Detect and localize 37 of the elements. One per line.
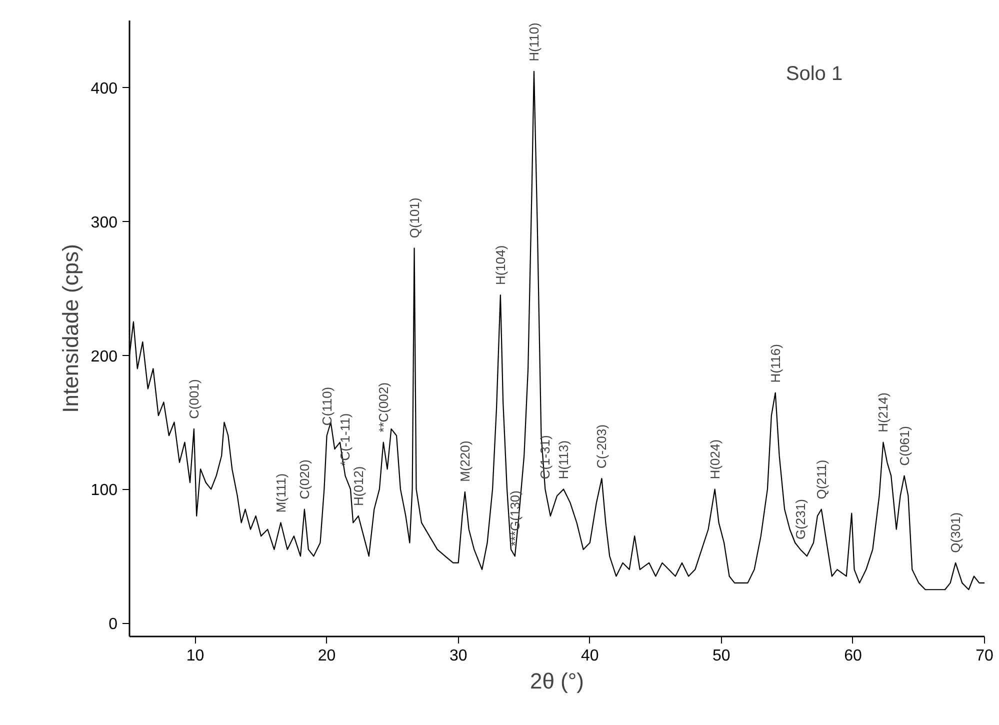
- annotation: H(024): [707, 439, 722, 480]
- y-tick-label: 0: [108, 616, 118, 634]
- annotation: ***G(130): [507, 490, 522, 546]
- annotation: Q(101): [406, 198, 422, 238]
- x-tick-label: 50: [712, 648, 730, 664]
- annotation: H(110): [526, 22, 542, 62]
- annotation: C(-203): [594, 424, 610, 468]
- annotation: Q(301): [948, 512, 964, 553]
- x-tick-label: 20: [318, 648, 336, 664]
- y-axis-title: Intensidade (cps): [58, 244, 83, 413]
- y-tick-label: 400: [90, 80, 118, 98]
- annotation: H(116): [768, 344, 783, 383]
- annotation: H(113): [556, 440, 572, 480]
- annotation: Q(211): [814, 460, 829, 500]
- annotation: H(012): [350, 466, 366, 506]
- annotation: C(001): [186, 379, 202, 419]
- annotation: **C(002): [376, 382, 391, 432]
- annotation: *C(-1-11): [338, 413, 353, 466]
- y-tick-label: 200: [90, 348, 118, 366]
- x-axis-title: 2θ (°): [530, 668, 584, 694]
- annotation: H(104): [492, 245, 508, 286]
- x-tick-label: 40: [580, 648, 599, 664]
- x-tick-label: 60: [844, 648, 862, 664]
- x-tick-label: 10: [186, 648, 204, 664]
- text: Solo 1: [786, 63, 843, 86]
- annotation: C(061): [896, 426, 912, 466]
- x-tick-label: 30: [449, 648, 468, 664]
- annotation: C(020): [296, 460, 312, 500]
- annotation: M(111): [273, 473, 288, 513]
- annotation: G(231): [792, 498, 808, 540]
- y-tick-label: 100: [90, 482, 118, 500]
- annotation: M(220): [457, 440, 472, 482]
- annotation: C(110): [319, 386, 334, 426]
- y-tick-label: 300: [90, 214, 118, 232]
- annotation: C(1-31): [538, 435, 553, 480]
- x-tick-label: 70: [976, 648, 994, 664]
- annotation: H(214): [876, 392, 891, 432]
